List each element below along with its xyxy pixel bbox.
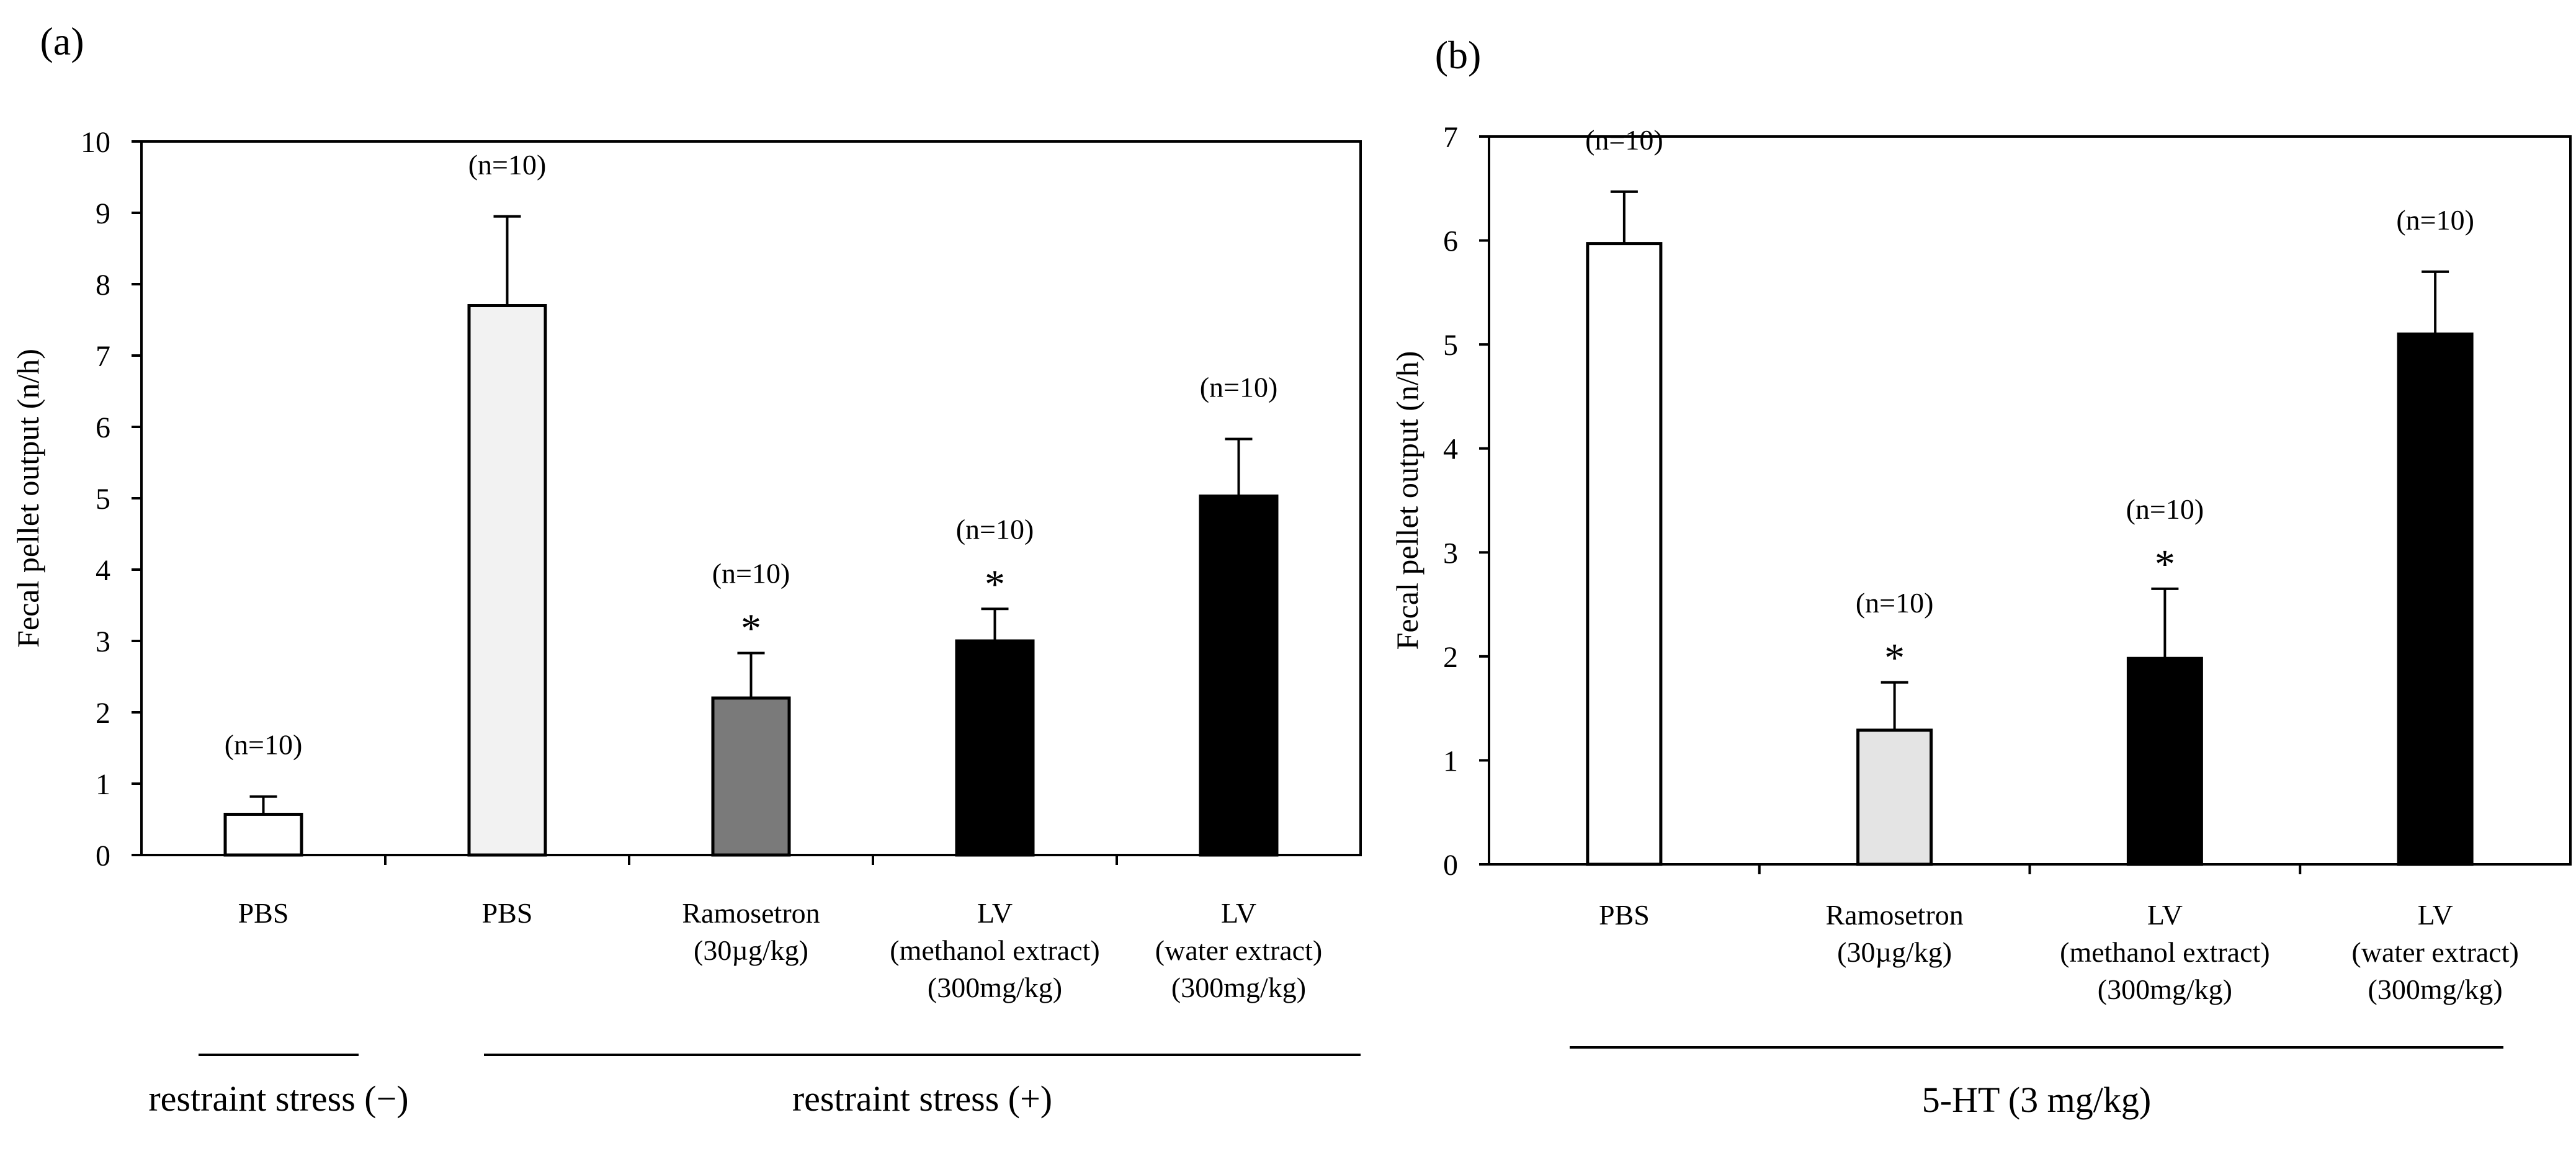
x-category-label-line: (300mg/kg) [1171, 972, 1306, 1003]
y-tick-label: 7 [1443, 121, 1458, 154]
significance-marker: * [741, 606, 761, 652]
sample-size-label: (n=10) [225, 729, 303, 761]
x-category-label-line: PBS [482, 897, 533, 929]
bar [1856, 728, 1933, 866]
y-axis-title: Fecal pellet output (n/h) [1390, 351, 1424, 650]
x-category-label-line: LV [1221, 897, 1256, 929]
panel-a-chart: (a) 0 1 2 3 4 5 6 7 8 9 10 Fecal pellet output (n/h)… [11, 19, 1362, 1119]
x-category-label-line: (300mg/kg) [2368, 974, 2503, 1005]
x-category-label: LV (water extract) (300mg/kg) [2351, 899, 2518, 1005]
x-category-label: PBS [238, 897, 289, 929]
bar [711, 696, 791, 857]
bar [2397, 332, 2474, 866]
significance-marker: * [1884, 635, 1905, 681]
x-category-label-line: (water extract) [2351, 936, 2518, 968]
x-category-label-line: (30µg/kg) [1837, 936, 1952, 968]
sample-size-label: (n=10) [1585, 124, 1663, 156]
x-category-label-line: (300mg/kg) [2098, 974, 2232, 1005]
y-tick-label: 0 [96, 840, 110, 872]
x-category-label: Ramosetron (30µg/kg) [682, 897, 820, 966]
y-tick-label: 6 [1443, 225, 1458, 258]
bar [223, 812, 303, 857]
x-category-label-line: PBS [238, 897, 289, 929]
y-tick-label: 5 [96, 483, 110, 516]
sample-size-label: (n=10) [2126, 493, 2204, 525]
x-category-label: LV (water extract) (300mg/kg) [1155, 897, 1322, 1003]
panel-label: (a) [40, 19, 84, 63]
bar [1586, 242, 1663, 866]
significance-marker: * [985, 562, 1005, 607]
y-tick-label: 7 [96, 340, 110, 373]
y-tick-label: 3 [96, 625, 110, 658]
y-tick-label: 1 [96, 768, 110, 801]
sample-size-label: (n=10) [468, 149, 547, 181]
bar [467, 304, 547, 857]
sample-size-label: (n=10) [1856, 587, 1934, 619]
y-tick-label: 4 [96, 554, 110, 587]
x-category-label-line: LV [977, 897, 1013, 929]
group-label: restraint stress (+) [792, 1078, 1052, 1119]
significance-marker: * [2155, 542, 2175, 587]
x-category-label-line: PBS [1599, 899, 1650, 931]
y-tick-label: 5 [1443, 329, 1458, 362]
x-category-label-line: LV [2418, 899, 2453, 931]
x-category-label: PBS [1599, 899, 1650, 931]
y-tick-label: 9 [96, 197, 110, 230]
sample-size-label: (n=10) [2396, 204, 2474, 236]
sample-size-label: (n=10) [712, 558, 790, 589]
x-category-label-line: (water extract) [1155, 934, 1322, 966]
sample-size-label: (n=10) [956, 513, 1034, 545]
x-category-label-line: (300mg/kg) [928, 972, 1062, 1003]
y-tick-label: 4 [1443, 433, 1458, 466]
y-tick-label: 3 [1443, 537, 1458, 570]
group-label: 5-HT (3 mg/kg) [1922, 1080, 2151, 1120]
y-tick-label: 8 [96, 269, 110, 302]
x-category-label-line: (methanol extract) [890, 934, 1099, 966]
x-category-label-line: (methanol extract) [2060, 936, 2270, 968]
y-tick-label: 6 [96, 411, 110, 444]
bar [1199, 495, 1279, 857]
y-axis-title: Fecal pellet output (n/h) [11, 349, 45, 648]
x-category-label-line: LV [2147, 899, 2183, 931]
panel-label: (b) [1435, 33, 1482, 77]
y-tick-label: 10 [81, 126, 110, 159]
bar [2126, 656, 2203, 866]
y-tick-label: 0 [1443, 849, 1458, 882]
x-category-label: LV (methanol extract) (300mg/kg) [890, 897, 1099, 1003]
sample-size-label: (n=10) [1200, 372, 1278, 403]
x-category-label: LV (methanol extract) (300mg/kg) [2060, 899, 2270, 1005]
x-category-label-line: Ramosetron [1825, 899, 1963, 931]
y-tick-label: 1 [1443, 745, 1458, 777]
bar [955, 639, 1035, 857]
x-category-label-line: (30µg/kg) [694, 934, 808, 966]
panel-b-chart: (b) 0 1 2 3 4 5 6 7 Fecal pellet output (n/h) (n=1… [1390, 33, 2572, 1120]
x-category-label: Ramosetron (30µg/kg) [1825, 899, 1963, 968]
x-category-label-line: Ramosetron [682, 897, 820, 929]
y-tick-label: 2 [96, 697, 110, 730]
y-tick-label: 2 [1443, 641, 1458, 674]
x-category-label: PBS [482, 897, 533, 929]
group-label: restraint stress (−) [148, 1078, 408, 1119]
